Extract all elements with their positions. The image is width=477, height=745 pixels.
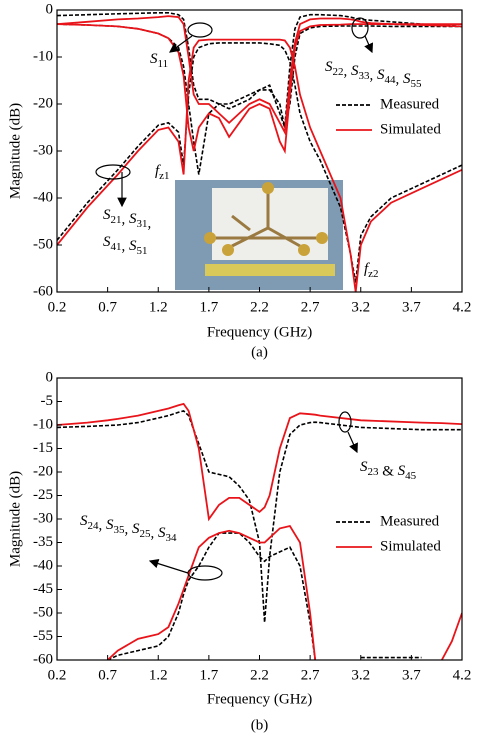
y-tick-label: -5 — [41, 393, 54, 409]
legend-label: Simulated — [380, 121, 441, 137]
y-tick-label: -55 — [33, 628, 53, 644]
x-tick-label: 2.2 — [250, 299, 269, 315]
inset-ruler — [205, 264, 335, 276]
annotation-arrow — [347, 431, 358, 454]
annotation-arrow — [364, 35, 374, 54]
x-tick-label: 2.2 — [250, 667, 269, 683]
annotation: S21, S31, — [103, 207, 151, 231]
x-tick-label: 3.2 — [351, 667, 370, 683]
annotation-arrow — [169, 35, 193, 53]
y-tick-label: 0 — [46, 1, 54, 17]
curve — [57, 15, 462, 136]
legend-label: Measured — [380, 513, 440, 529]
annotation-ellipse — [351, 17, 369, 39]
curve — [106, 524, 462, 660]
y-tick-label: -20 — [33, 95, 53, 111]
curve — [107, 532, 422, 660]
inset-circuit — [210, 190, 320, 248]
annotation-ellipse — [95, 164, 131, 180]
x-tick-label: 0.7 — [98, 667, 117, 683]
inset-connector — [204, 232, 216, 244]
y-tick-label: -50 — [33, 604, 53, 620]
x-tick-label: 0.7 — [98, 299, 117, 315]
legend-label: Measured — [380, 96, 440, 112]
curve — [57, 38, 462, 292]
curve — [57, 410, 462, 623]
curve — [57, 402, 462, 522]
x-tick-label: 3.7 — [402, 667, 421, 683]
y-tick-label: -10 — [33, 48, 53, 64]
y-tick-label: -10 — [33, 416, 53, 432]
y-axis-label: Magnitude (dB) — [7, 103, 23, 199]
inset-connector — [316, 232, 328, 244]
annotation: fz1 — [155, 163, 170, 181]
y-tick-label: -35 — [33, 534, 53, 550]
annotation: S22, S33, S44, S55 — [325, 59, 422, 89]
y-tick-label: -30 — [33, 142, 53, 158]
x-tick-label: 2.7 — [301, 667, 320, 683]
x-tick-label: 4.2 — [453, 299, 472, 315]
y-tick-label: -15 — [33, 440, 53, 456]
y-tick-label: -45 — [33, 581, 53, 597]
annotation: S24, S35, S25, S34 — [80, 513, 177, 543]
annotation: fz2 — [364, 261, 379, 279]
caption: (a) — [251, 344, 268, 360]
x-tick-label: 1.7 — [200, 667, 219, 683]
legend-label: Simulated — [380, 538, 441, 554]
annotation-ellipse — [338, 411, 352, 433]
y-tick-label: -40 — [33, 189, 53, 205]
annotation: S23 & S45 — [360, 459, 417, 481]
x-axis-label: Frequency (GHz) — [207, 691, 312, 707]
y-axis-label: Magnitude (dB) — [7, 471, 23, 567]
curve — [57, 12, 462, 128]
curve — [57, 23, 462, 155]
caption: (b) — [251, 717, 269, 733]
annotation: S11 — [150, 51, 168, 69]
x-tick-label: 3.7 — [402, 299, 421, 315]
x-axis-label: Frequency (GHz) — [207, 324, 312, 340]
y-tick-label: -30 — [33, 510, 53, 526]
y-tick-label: 0 — [46, 369, 54, 385]
x-tick-label: 1.2 — [149, 299, 168, 315]
y-tick-label: -20 — [33, 463, 53, 479]
y-tick-label: -50 — [33, 236, 53, 252]
inset-connector — [298, 244, 310, 256]
y-tick-label: -25 — [33, 487, 53, 503]
annotation-arrow — [148, 558, 189, 574]
x-tick-label: 1.2 — [149, 667, 168, 683]
annotation-ellipse — [187, 22, 213, 38]
annotation: S41, S51 — [103, 234, 148, 256]
inset-connector — [222, 244, 234, 256]
x-tick-label: 4.2 — [453, 667, 472, 683]
x-tick-label: 2.7 — [301, 299, 320, 315]
x-tick-label: 0.2 — [48, 667, 67, 683]
x-tick-label: 1.7 — [200, 299, 219, 315]
x-tick-label: 3.2 — [351, 299, 370, 315]
inset-connector — [262, 182, 274, 194]
y-tick-label: -60 — [33, 283, 53, 299]
y-tick-label: -60 — [33, 651, 53, 667]
y-tick-label: -40 — [33, 557, 53, 573]
x-tick-label: 0.2 — [48, 299, 67, 315]
